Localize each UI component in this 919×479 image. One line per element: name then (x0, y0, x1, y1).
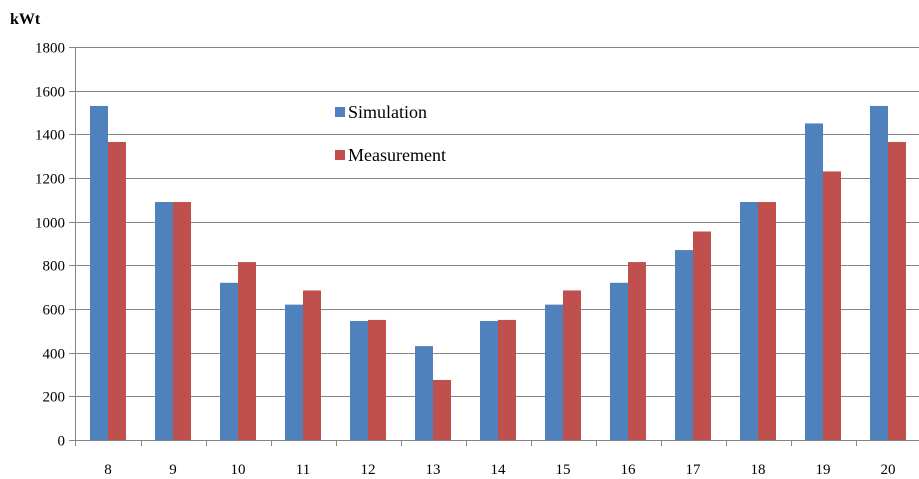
y-tick-label: 0 (58, 434, 66, 450)
y-tick-label: 1000 (35, 216, 65, 232)
bar-measurement-12 (368, 319, 386, 440)
bar-simulation-9 (155, 202, 173, 440)
x-tick-label: 18 (751, 462, 766, 478)
x-tick-label: 19 (816, 462, 831, 478)
bar-simulation-18 (740, 202, 758, 440)
legend-swatch-simulation (335, 107, 345, 117)
y-tick-label: 400 (43, 347, 66, 363)
x-tick-label: 15 (556, 462, 571, 478)
bar-measurement-13 (433, 379, 451, 440)
y-axis-unit-label: kWt (10, 11, 41, 28)
bar-simulation-17 (675, 250, 693, 440)
x-tick-label: 9 (169, 462, 177, 478)
bar-measurement-10 (238, 262, 256, 440)
bar-measurement-14 (498, 319, 516, 440)
x-tick-label: 10 (231, 462, 246, 478)
x-tick-label: 14 (491, 462, 507, 478)
bars (90, 105, 906, 441)
legend-label-measurement: Measurement (348, 145, 446, 165)
grid-lines (75, 47, 919, 397)
y-tick-label: 200 (43, 390, 66, 406)
bar-measurement-18 (758, 202, 776, 440)
axes (75, 47, 919, 446)
legend: Simulation Measurement (335, 102, 446, 165)
bar-measurement-19 (823, 171, 841, 440)
y-tick-label: 600 (43, 303, 66, 319)
bar-measurement-8 (108, 141, 126, 440)
x-tick-label: 16 (621, 462, 637, 478)
bar-measurement-11 (303, 290, 321, 440)
x-tick-label: 12 (361, 462, 376, 478)
bar-simulation-10 (220, 282, 238, 440)
x-tick-label: 8 (104, 462, 112, 478)
x-tick-label: 17 (686, 462, 702, 478)
bar-simulation-8 (90, 105, 108, 440)
bar-measurement-20 (888, 141, 906, 440)
bar-simulation-11 (285, 304, 303, 440)
bar-measurement-9 (173, 202, 191, 440)
legend-swatch-measurement (335, 150, 345, 160)
x-tick-label: 13 (426, 462, 441, 478)
x-tick-labels: 8 9 10 11 12 13 14 15 16 17 18 19 20 (104, 440, 896, 478)
y-tick-labels: 0 200 400 600 800 1000 1200 1400 1600 1800 (35, 41, 75, 450)
bar-measurement-15 (563, 290, 581, 440)
x-tick-label: 20 (881, 462, 896, 478)
bar-measurement-16 (628, 262, 646, 440)
y-tick-label: 1800 (35, 41, 65, 57)
bar-simulation-19 (805, 123, 823, 441)
bar-simulation-15 (545, 304, 563, 440)
bar-simulation-13 (415, 346, 433, 440)
bar-measurement-17 (693, 231, 711, 440)
bar-simulation-16 (610, 282, 628, 440)
bar-simulation-14 (480, 321, 498, 440)
bar-simulation-12 (350, 321, 368, 440)
y-tick-label: 1200 (35, 172, 65, 188)
legend-label-simulation: Simulation (348, 102, 427, 122)
y-tick-label: 1400 (35, 128, 65, 144)
y-tick-label: 800 (43, 259, 66, 275)
x-tick-label: 11 (296, 462, 310, 478)
y-tick-label: 1600 (35, 85, 65, 101)
bar-simulation-20 (870, 105, 888, 440)
